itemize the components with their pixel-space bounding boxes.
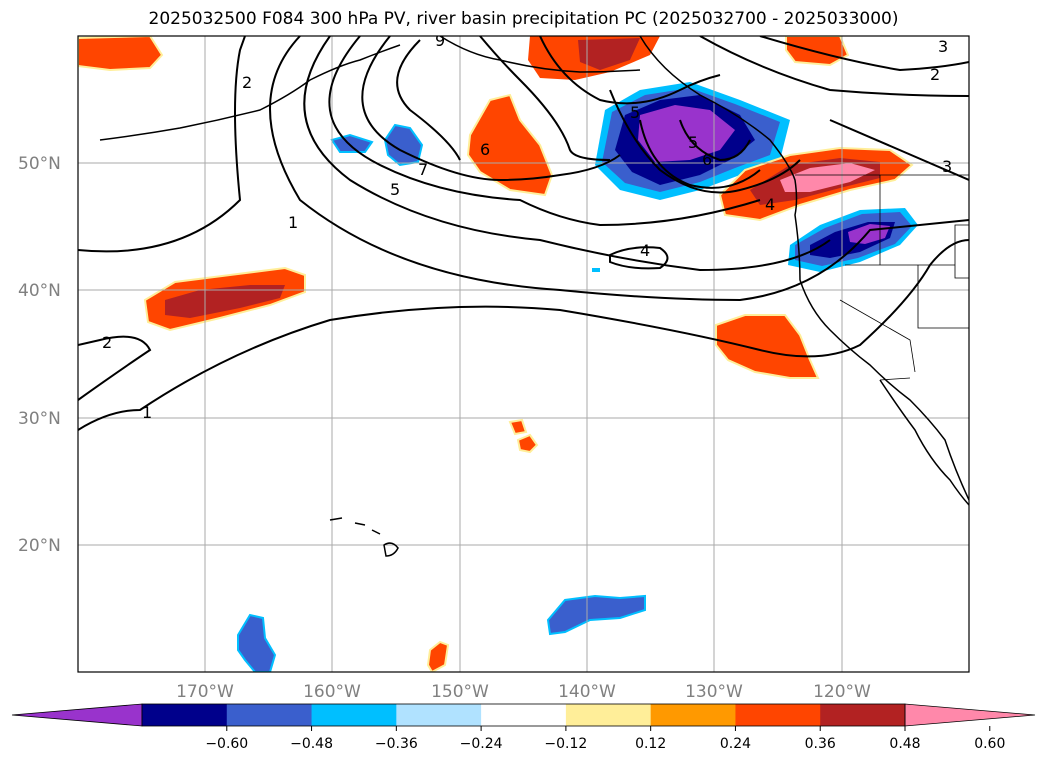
colorbar-segment bbox=[481, 704, 567, 726]
borders bbox=[795, 174, 969, 381]
anomaly-positive bbox=[466, 93, 554, 197]
colorbar-tick-label: −0.48 bbox=[290, 736, 333, 752]
colorbar: −0.60 −0.48 −0.36 −0.24 −0.12 0.12 0.24 0.36 0.4… bbox=[11, 703, 1036, 752]
colorbar-tick-label: 0.60 bbox=[974, 736, 1005, 752]
colorbar-tick-label: 0.12 bbox=[635, 736, 666, 752]
lat-label: 20°N bbox=[18, 536, 61, 556]
contour-line bbox=[78, 335, 152, 401]
contour-label: 7 bbox=[418, 160, 428, 179]
colorbar-frame bbox=[141, 703, 906, 727]
lat-label: 30°N bbox=[18, 409, 61, 429]
colorbar-segment bbox=[142, 704, 228, 726]
map-title: 2025032500 F084 300 hPa PV, river basin … bbox=[148, 9, 899, 29]
colorbar-tick-label: 0.48 bbox=[889, 736, 920, 752]
anomaly-negative bbox=[237, 613, 277, 672]
gridlines bbox=[78, 36, 969, 672]
contour-label: 2 bbox=[242, 73, 252, 92]
anomaly-strong-positive bbox=[578, 38, 640, 70]
contour-line bbox=[609, 89, 801, 194]
contour-line bbox=[269, 36, 969, 302]
anomaly-positive bbox=[78, 36, 164, 72]
anomaly-strongest-positive bbox=[780, 163, 875, 192]
colorbar-segment bbox=[820, 704, 906, 726]
lon-label: 170°W bbox=[176, 682, 234, 702]
contour-label: 3 bbox=[938, 37, 948, 56]
contour-line bbox=[78, 36, 246, 253]
colorbar-segment bbox=[735, 704, 821, 726]
contour-line bbox=[303, 36, 831, 272]
border-line bbox=[879, 377, 911, 381]
contour-label: 5 bbox=[390, 180, 400, 199]
border-line bbox=[917, 265, 969, 329]
contour-labels: 1 1 2 2 2 3 3 4 4 5 5 5 6 6 7 9 bbox=[102, 31, 952, 422]
coastline-alaska bbox=[99, 44, 401, 141]
lon-label: 120°W bbox=[813, 682, 871, 702]
contour-line bbox=[829, 119, 969, 181]
contour-line bbox=[361, 36, 621, 182]
colorbar-segment bbox=[226, 704, 313, 726]
contour-label: 4 bbox=[640, 241, 650, 260]
contour-line bbox=[639, 119, 761, 189]
colorbar-tick-label: 0.36 bbox=[805, 736, 836, 752]
colorbar-tick-label: −0.36 bbox=[375, 736, 418, 752]
contour-label: 2 bbox=[930, 65, 940, 84]
contour-label: 3 bbox=[942, 157, 952, 176]
colorbar-segment bbox=[396, 704, 482, 726]
map-frame bbox=[77, 35, 970, 673]
border-line bbox=[839, 299, 916, 373]
contour-label: 2 bbox=[102, 333, 112, 352]
lat-label: 40°N bbox=[18, 281, 61, 301]
latitude-labels: 50°N 40°N 30°N 20°N bbox=[18, 154, 61, 556]
anomaly-positive bbox=[516, 433, 539, 454]
contour-label: 1 bbox=[142, 403, 152, 422]
contour-line bbox=[328, 36, 761, 227]
colorbar-tick-label: −0.24 bbox=[460, 736, 503, 752]
anomaly-positive bbox=[508, 418, 528, 436]
colorbar-extend-min bbox=[11, 703, 143, 727]
contour-line bbox=[679, 119, 751, 162]
contour-label: 1 bbox=[288, 213, 298, 232]
anomaly-strong-positive bbox=[165, 285, 285, 318]
contour-label: 6 bbox=[702, 150, 712, 169]
coastline-alaska-south bbox=[439, 36, 641, 73]
colorbar-segment bbox=[311, 704, 397, 726]
anomaly-negative bbox=[546, 594, 646, 636]
colorbar-tick-label: 0.24 bbox=[720, 736, 751, 752]
colorbar-extend-max bbox=[904, 703, 1036, 727]
hawaii bbox=[329, 517, 399, 557]
contour-line bbox=[539, 36, 721, 105]
colorbar-tick-label: −0.60 bbox=[205, 736, 248, 752]
contour-label: 6 bbox=[480, 140, 490, 159]
anomaly-negative bbox=[592, 268, 600, 272]
anomaly-negative bbox=[383, 123, 424, 167]
contour-line bbox=[78, 239, 969, 431]
coastline-north-america bbox=[639, 36, 969, 501]
border-line bbox=[954, 224, 969, 279]
longitude-labels: 170°W 160°W 150°W 140°W 130°W 120°W bbox=[176, 682, 871, 702]
anomaly-positive bbox=[715, 314, 820, 379]
lon-label: 140°W bbox=[558, 682, 616, 702]
colorbar-segment bbox=[650, 704, 736, 726]
lat-label: 50°N bbox=[18, 154, 61, 174]
pv-contours bbox=[78, 36, 969, 431]
contour-line bbox=[396, 39, 461, 161]
lon-label: 130°W bbox=[685, 682, 743, 702]
coastlines bbox=[99, 36, 969, 557]
lon-label: 160°W bbox=[303, 682, 361, 702]
anomaly-positive bbox=[785, 36, 850, 67]
contour-line bbox=[759, 36, 969, 72]
contour-label: 5 bbox=[688, 133, 698, 152]
contour-line bbox=[699, 36, 969, 97]
anomaly-positive bbox=[426, 640, 450, 672]
colorbar-tick-label: −0.12 bbox=[544, 736, 587, 752]
coastline-baja bbox=[879, 379, 969, 506]
contour-label: 4 bbox=[765, 195, 775, 214]
lon-label: 150°W bbox=[431, 682, 489, 702]
anomaly-negative bbox=[330, 133, 374, 153]
contour-label: 9 bbox=[435, 31, 445, 50]
contour-label: 5 bbox=[630, 103, 640, 122]
contour-line bbox=[609, 246, 669, 270]
colorbar-segment bbox=[565, 704, 652, 726]
